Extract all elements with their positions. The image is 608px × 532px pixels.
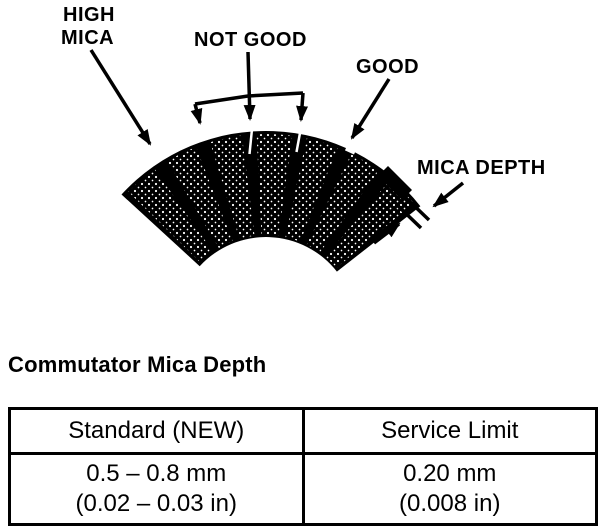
service-limit-value-metric: 0.20 mm — [403, 460, 497, 487]
high-mica-callout — [89, 49, 152, 146]
not-good-arrow-left — [190, 103, 203, 125]
mica-depth-label: MICA DEPTH — [417, 157, 546, 179]
good-label: GOOD — [356, 56, 419, 78]
not-good-arrow-center — [243, 51, 256, 121]
section-title: Commutator Mica Depth — [8, 352, 267, 377]
end-bar-step — [378, 166, 412, 200]
dimension-tick-inner — [394, 202, 423, 230]
commutator-fan — [121, 128, 421, 272]
standard-value-cell: 0.5 – 0.8 mm (0.02 – 0.03 in) — [8, 452, 305, 526]
dimension-arrow-upper — [432, 181, 465, 208]
dimension-tick-outer — [402, 194, 431, 222]
standard-value-metric: 0.5 – 0.8 mm — [86, 460, 227, 487]
service-limit-value-cell: 0.20 mm (0.008 in) — [301, 452, 598, 526]
mica-depth-spec-table: Standard (NEW) Service Limit 0.5 – 0.8 m… — [8, 407, 598, 526]
flush-mica-slot — [248, 128, 254, 155]
not-good-arrow-right — [296, 92, 309, 122]
mica-depth-dimension — [372, 181, 465, 245]
not-good-label: NOT GOOD — [194, 29, 307, 51]
service-limit-value-imperial: (0.008 in) — [399, 490, 501, 517]
high-mica-label-line2: MICA — [61, 27, 114, 49]
good-callout — [350, 78, 391, 140]
high-mica-arrow — [89, 49, 152, 146]
high-mica-label-line1: HIGH — [63, 4, 115, 26]
good-arrow — [350, 78, 391, 140]
undercut-notch — [344, 139, 360, 155]
column-header-standard: Standard (NEW) — [8, 407, 305, 455]
standard-value-imperial: (0.02 – 0.03 in) — [75, 490, 237, 517]
flush-mica-slot — [295, 132, 302, 153]
table-row: 0.5 – 0.8 mm (0.02 – 0.03 in) 0.20 mm (0… — [8, 452, 598, 526]
not-good-callout — [190, 51, 309, 125]
commutator-segments — [128, 133, 414, 268]
table-header-row: Standard (NEW) Service Limit — [8, 407, 598, 455]
dimension-arrow-lower — [372, 222, 401, 245]
commutator-mica-diagram: HIGH MICA NOT GOOD GOOD MICA DEPTH — [61, 4, 546, 272]
column-header-service-limit: Service Limit — [301, 407, 598, 455]
